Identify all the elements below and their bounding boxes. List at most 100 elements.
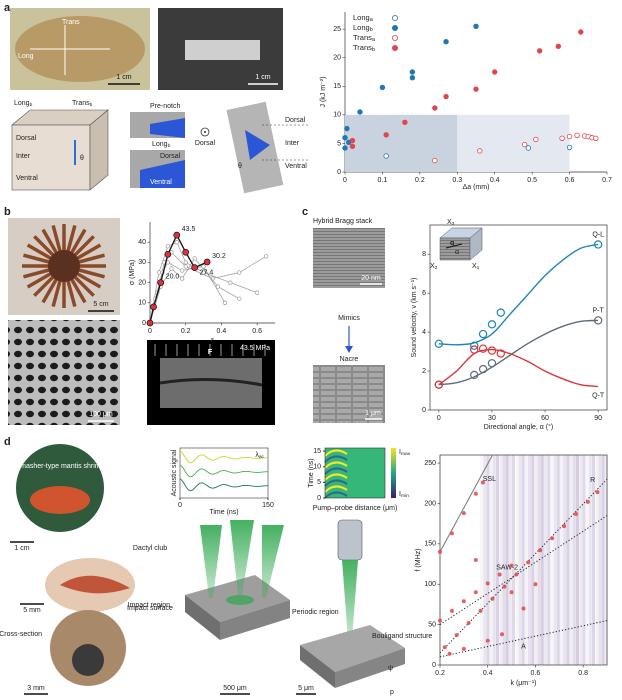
x-tick-label: 0.4 — [217, 328, 227, 335]
label: Impact region — [128, 602, 171, 609]
y-tick-label: 40 — [138, 239, 146, 246]
point — [509, 590, 514, 595]
panel-label: d — [4, 436, 11, 448]
point — [222, 300, 228, 305]
point — [562, 524, 567, 529]
point — [595, 490, 600, 495]
text-part: b — [168, 143, 171, 149]
point — [237, 270, 242, 275]
density-band — [547, 455, 551, 665]
point — [566, 133, 573, 140]
point — [183, 264, 188, 269]
point — [263, 254, 269, 259]
label: F — [208, 349, 213, 356]
label: 1 cm — [255, 74, 270, 81]
point — [215, 284, 221, 289]
density-band — [556, 455, 560, 665]
point — [473, 491, 478, 496]
arrow-head — [345, 346, 353, 353]
x-tick-label: 0 — [178, 502, 182, 509]
label: 20 nm — [361, 275, 381, 282]
label: Dactyl club — [133, 545, 167, 552]
heatmap-band — [324, 467, 348, 475]
heatmap-band — [324, 485, 348, 493]
density-band — [553, 455, 557, 665]
x-tick-label: 0 — [343, 177, 347, 184]
point — [344, 125, 350, 132]
label: p — [390, 689, 394, 696]
density-band — [492, 455, 496, 665]
text-part: a — [372, 37, 376, 43]
point — [478, 608, 483, 613]
point — [165, 244, 171, 249]
y-tick-label: 5 — [317, 479, 321, 486]
series-line — [149, 241, 258, 324]
label: Long — [18, 53, 34, 60]
point — [164, 250, 172, 258]
panel-label: a — [4, 2, 11, 14]
y-tick-label: 20 — [138, 279, 146, 286]
point — [179, 276, 185, 281]
axis-label: Acoustic signal — [171, 449, 178, 496]
label: Longb — [152, 141, 171, 149]
point — [237, 296, 242, 301]
x-tick-label: 0.4 — [490, 177, 500, 184]
y-tick-label: 0 — [142, 320, 146, 327]
point — [490, 596, 495, 601]
heatmap-bg — [325, 448, 385, 498]
sample-block — [300, 645, 335, 688]
point — [550, 536, 555, 541]
point — [492, 69, 498, 75]
point — [466, 621, 471, 625]
label: 100 μm — [89, 411, 113, 418]
label: Dorsal — [16, 135, 37, 142]
label: 5 cm — [93, 301, 108, 308]
x-tick-label: 0 — [437, 415, 441, 422]
label: θ — [238, 163, 242, 170]
shaded-region — [457, 114, 570, 172]
plot-frame — [429, 224, 608, 411]
density-band — [582, 455, 586, 665]
density-band — [585, 455, 589, 665]
y-tick-label: 10 — [333, 112, 341, 119]
colorbar — [391, 448, 396, 498]
point — [402, 119, 408, 125]
point — [409, 75, 416, 81]
density-band — [563, 455, 567, 665]
y-tick-label: 0 — [422, 407, 426, 414]
label: Periodic region — [292, 609, 339, 616]
density-band — [534, 455, 538, 665]
legend-marker — [391, 45, 398, 52]
point — [438, 549, 442, 554]
y-tick-label: 15 — [313, 448, 321, 455]
y-tick-label: 200 — [424, 500, 436, 507]
point — [150, 303, 157, 311]
density-band — [499, 455, 503, 665]
label: 3 mm — [27, 685, 45, 692]
density-band — [592, 455, 595, 665]
cross-section — [72, 644, 104, 676]
point — [183, 260, 188, 265]
point — [593, 135, 599, 141]
y-tick-label: 25 — [333, 26, 341, 33]
y-tick-label: 150 — [424, 541, 436, 548]
y-tick-label: 30 — [138, 259, 146, 266]
point — [228, 280, 233, 285]
text-part: I — [399, 491, 401, 498]
urchin-body — [48, 250, 80, 282]
x-tick-label: 0.6 — [565, 177, 575, 184]
legend-label: Longb — [353, 23, 373, 33]
density-band — [601, 455, 605, 665]
fit-curve — [438, 319, 599, 386]
sample-block — [335, 648, 405, 688]
point — [434, 380, 444, 389]
density-band — [560, 455, 563, 665]
text-part: Long — [152, 141, 168, 148]
label: Pre-notch — [150, 103, 180, 110]
legend-marker — [391, 24, 398, 31]
point — [432, 105, 438, 111]
label: 5 mm — [23, 607, 41, 614]
y-axis-label: Sound velocity, v (km s⁻¹) — [411, 278, 418, 358]
value-label: 20.0 — [166, 273, 180, 280]
